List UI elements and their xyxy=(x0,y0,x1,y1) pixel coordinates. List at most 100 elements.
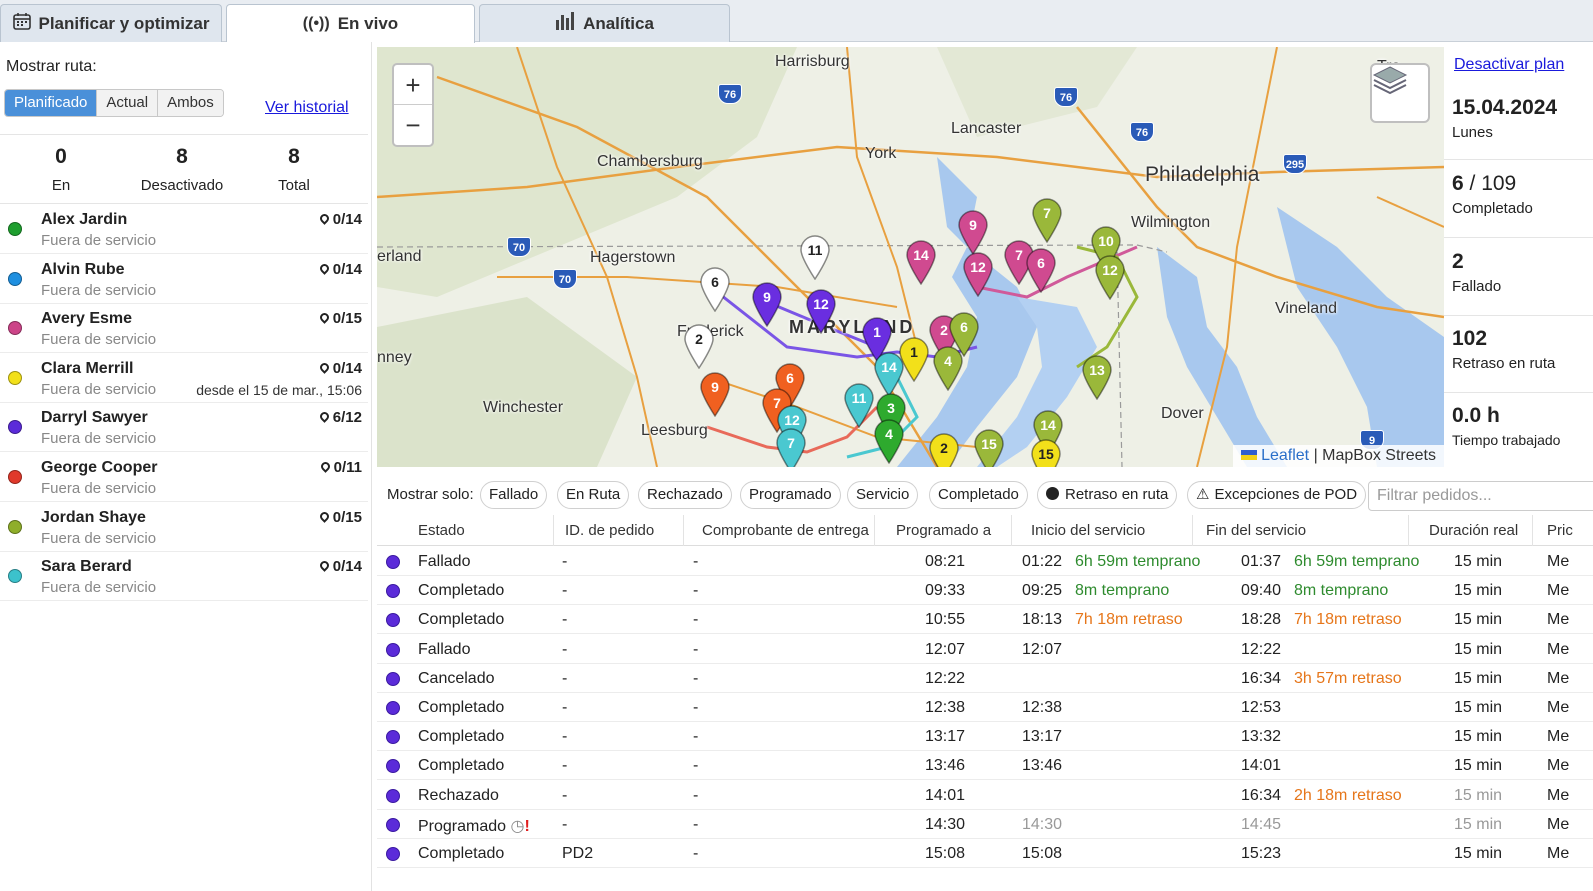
route-stop-pin[interactable]: 1 xyxy=(898,336,930,382)
table-row[interactable]: Completado - - 13:17 13:17 13:32 15 min Me xyxy=(377,722,1593,752)
clock-icon: ◷ xyxy=(510,817,525,835)
filter-chip-programado[interactable]: Programado xyxy=(740,481,841,509)
priority-cell: Me xyxy=(1547,786,1570,804)
route-stop-pin[interactable]: 14 xyxy=(873,351,905,397)
route-stop-pin[interactable]: 14 xyxy=(905,239,937,285)
route-stop-pin[interactable]: 2 xyxy=(683,323,715,369)
failed-stat: 2 Fallado xyxy=(1444,250,1593,316)
table-row[interactable]: Programado ◷! - - 14:30 14:30 14:45 15 min Me xyxy=(377,810,1593,839)
filter-chip-completado[interactable]: Completado xyxy=(929,481,1028,509)
route-stop-pin[interactable]: 9 xyxy=(751,281,783,327)
route-stop-pin[interactable]: 9 xyxy=(699,371,731,417)
route-stop-pin[interactable]: 12 xyxy=(805,288,837,334)
place-label: Hagerstown xyxy=(590,249,676,266)
filter-chip-fallado[interactable]: Fallado xyxy=(480,481,548,509)
col-prioridad[interactable]: Pric xyxy=(1547,522,1573,539)
stat-desactivado: 8 Desactivado xyxy=(130,145,234,194)
driver-row[interactable]: Clara Merrill Fuera de servicio 0/14 desde … xyxy=(0,353,368,403)
deactivate-plan-link[interactable]: Desactivar plan xyxy=(1454,56,1565,73)
route-stop-pin[interactable]: 11 xyxy=(843,382,875,428)
zoom-in-button[interactable]: + xyxy=(394,65,432,105)
driver-row[interactable]: Sara Berard Fuera de servicio 0/14 xyxy=(0,551,368,602)
pod-cell: - xyxy=(693,815,699,833)
col-programado[interactable]: Programado a xyxy=(896,522,992,539)
driver-row[interactable]: Alex Jardin Fuera de servicio 0/14 xyxy=(0,204,368,254)
route-stop-pin[interactable]: 7 xyxy=(775,427,807,467)
col-estado[interactable]: Estado xyxy=(418,522,465,539)
driver-row[interactable]: Alvin Rube Fuera de servicio 0/14 xyxy=(0,254,368,304)
tab-en-vivo[interactable]: ((•)) En vivo xyxy=(226,4,475,43)
leaflet-link[interactable]: Leaflet xyxy=(1261,447,1310,464)
worked-label: Tiempo trabajado xyxy=(1452,432,1561,448)
route-stop-pin[interactable]: 13 xyxy=(1081,354,1113,400)
route-stop-pin[interactable]: 6 xyxy=(699,266,731,312)
tab-planificar[interactable]: Planificar y optimizar xyxy=(0,4,222,42)
tab-analitica[interactable]: Analítica xyxy=(479,4,730,42)
table-row[interactable]: Completado - - 12:38 12:38 12:53 15 min Me xyxy=(377,693,1593,722)
route-stop-pin[interactable]: 12 xyxy=(776,404,808,450)
route-stop-pin[interactable]: 12 xyxy=(1094,254,1126,300)
layers-button[interactable] xyxy=(1370,63,1430,123)
route-stop-pin[interactable]: 2 xyxy=(928,432,960,467)
table-row[interactable]: Completado - - 09:33 09:25 8m temprano 09:40 8m… xyxy=(377,576,1593,606)
table-row[interactable]: Completado PD2 - 15:08 15:08 15:23 15 min Me xyxy=(377,839,1593,868)
table-row[interactable]: Completado - - 10:55 18:13 7h 18m retraso 18:2… xyxy=(377,605,1593,635)
filter-chip-servicio[interactable]: Servicio xyxy=(847,481,919,509)
route-stop-pin[interactable]: 12 xyxy=(962,251,994,297)
col-duracion[interactable]: Duración real xyxy=(1429,522,1519,539)
table-row[interactable]: Cancelado - - 12:22 16:34 3h 57m retraso 15 mi… xyxy=(377,664,1593,693)
filter-chip-en-ruta[interactable]: En Ruta xyxy=(557,481,630,509)
svg-text:14: 14 xyxy=(1040,417,1056,433)
driver-color-dot xyxy=(386,788,400,803)
driver-row[interactable]: Avery Esme Fuera de servicio 0/15 xyxy=(0,303,368,354)
route-stop-pin[interactable]: 1 xyxy=(861,316,893,362)
duration-cell: 15 min xyxy=(1454,728,1503,746)
history-link[interactable]: Ver historial xyxy=(265,99,349,116)
driver-row[interactable]: Jordan Shaye Fuera de servicio 0/15 xyxy=(0,502,368,552)
driver-color-dot xyxy=(386,671,400,686)
svg-text:6: 6 xyxy=(1037,255,1045,271)
table-row[interactable]: Fallado - - 12:07 12:07 12:22 15 min Me xyxy=(377,635,1593,664)
col-comprobante[interactable]: Comprobante de entrega xyxy=(702,522,869,539)
table-row[interactable]: Fallado - - 08:21 01:22 6h 59m temprano 01:37 6… xyxy=(377,547,1593,576)
route-option-planificado[interactable]: Planificado xyxy=(5,90,98,116)
svg-text:7: 7 xyxy=(1043,205,1051,221)
order-search-input[interactable] xyxy=(1368,481,1593,511)
route-stop-pin[interactable]: 11 xyxy=(799,234,831,280)
route-map[interactable]: Harrisburg Lancaster York Chambersburg Phila… xyxy=(377,47,1444,467)
table-row[interactable]: Completado - - 13:46 13:46 14:01 15 min Me xyxy=(377,751,1593,781)
driver-row[interactable]: George Cooper Fuera de servicio 0/11 xyxy=(0,452,368,502)
col-id-pedido[interactable]: ID. de pedido xyxy=(565,522,655,539)
filter-chip-pod[interactable]: ⚠ Excepciones de POD xyxy=(1187,481,1367,509)
zoom-out-button[interactable]: − xyxy=(405,110,421,140)
scheduled-cell: 08:21 xyxy=(925,553,966,570)
pod-cell: - xyxy=(693,728,699,746)
service-start-note: 6h 59m temprano xyxy=(1075,553,1201,570)
route-stop-pin[interactable]: 15 xyxy=(1030,438,1062,467)
route-stop-pin[interactable]: 14 xyxy=(1032,409,1064,455)
driver-row[interactable]: Darryl Sawyer Fuera de servicio 6/12 xyxy=(0,402,368,453)
broadcast-icon: ((•)) xyxy=(302,15,330,32)
col-inicio[interactable]: Inicio del servicio xyxy=(1031,522,1146,539)
route-stop-pin[interactable]: 4 xyxy=(932,345,964,391)
col-fin[interactable]: Fin del servicio xyxy=(1206,522,1307,539)
filter-chip-rechazado[interactable]: Rechazado xyxy=(638,481,732,509)
route-stop-pin[interactable]: 9 xyxy=(957,209,989,255)
tab-label: Planificar y optimizar xyxy=(38,13,210,33)
route-stop-pin[interactable]: 4 xyxy=(873,418,905,464)
route-option-ambos[interactable]: Ambos xyxy=(158,90,223,116)
estado-cell: Completado xyxy=(418,582,504,600)
filter-chip-retraso[interactable]: Retraso en ruta xyxy=(1037,481,1178,509)
route-stop-pin[interactable]: 6 xyxy=(1025,247,1057,293)
route-stop-pin[interactable]: 15 xyxy=(973,428,1005,467)
zoom-control: + − xyxy=(392,63,434,147)
completed-value: 6 xyxy=(1452,172,1464,195)
route-stop-pin[interactable]: 10 xyxy=(1090,225,1122,271)
delay-stat: 102 Retraso en ruta xyxy=(1444,327,1593,393)
table-row[interactable]: Rechazado - - 14:01 16:34 2h 18m retraso 15 mi… xyxy=(377,781,1593,810)
route-stop-pin[interactable]: 7 xyxy=(1031,197,1063,243)
route-stop-pin[interactable]: 3 xyxy=(875,392,907,438)
route-option-actual[interactable]: Actual xyxy=(97,90,159,116)
priority-cell: Me xyxy=(1547,845,1570,862)
route-stop-pin[interactable]: 6 xyxy=(948,311,980,357)
